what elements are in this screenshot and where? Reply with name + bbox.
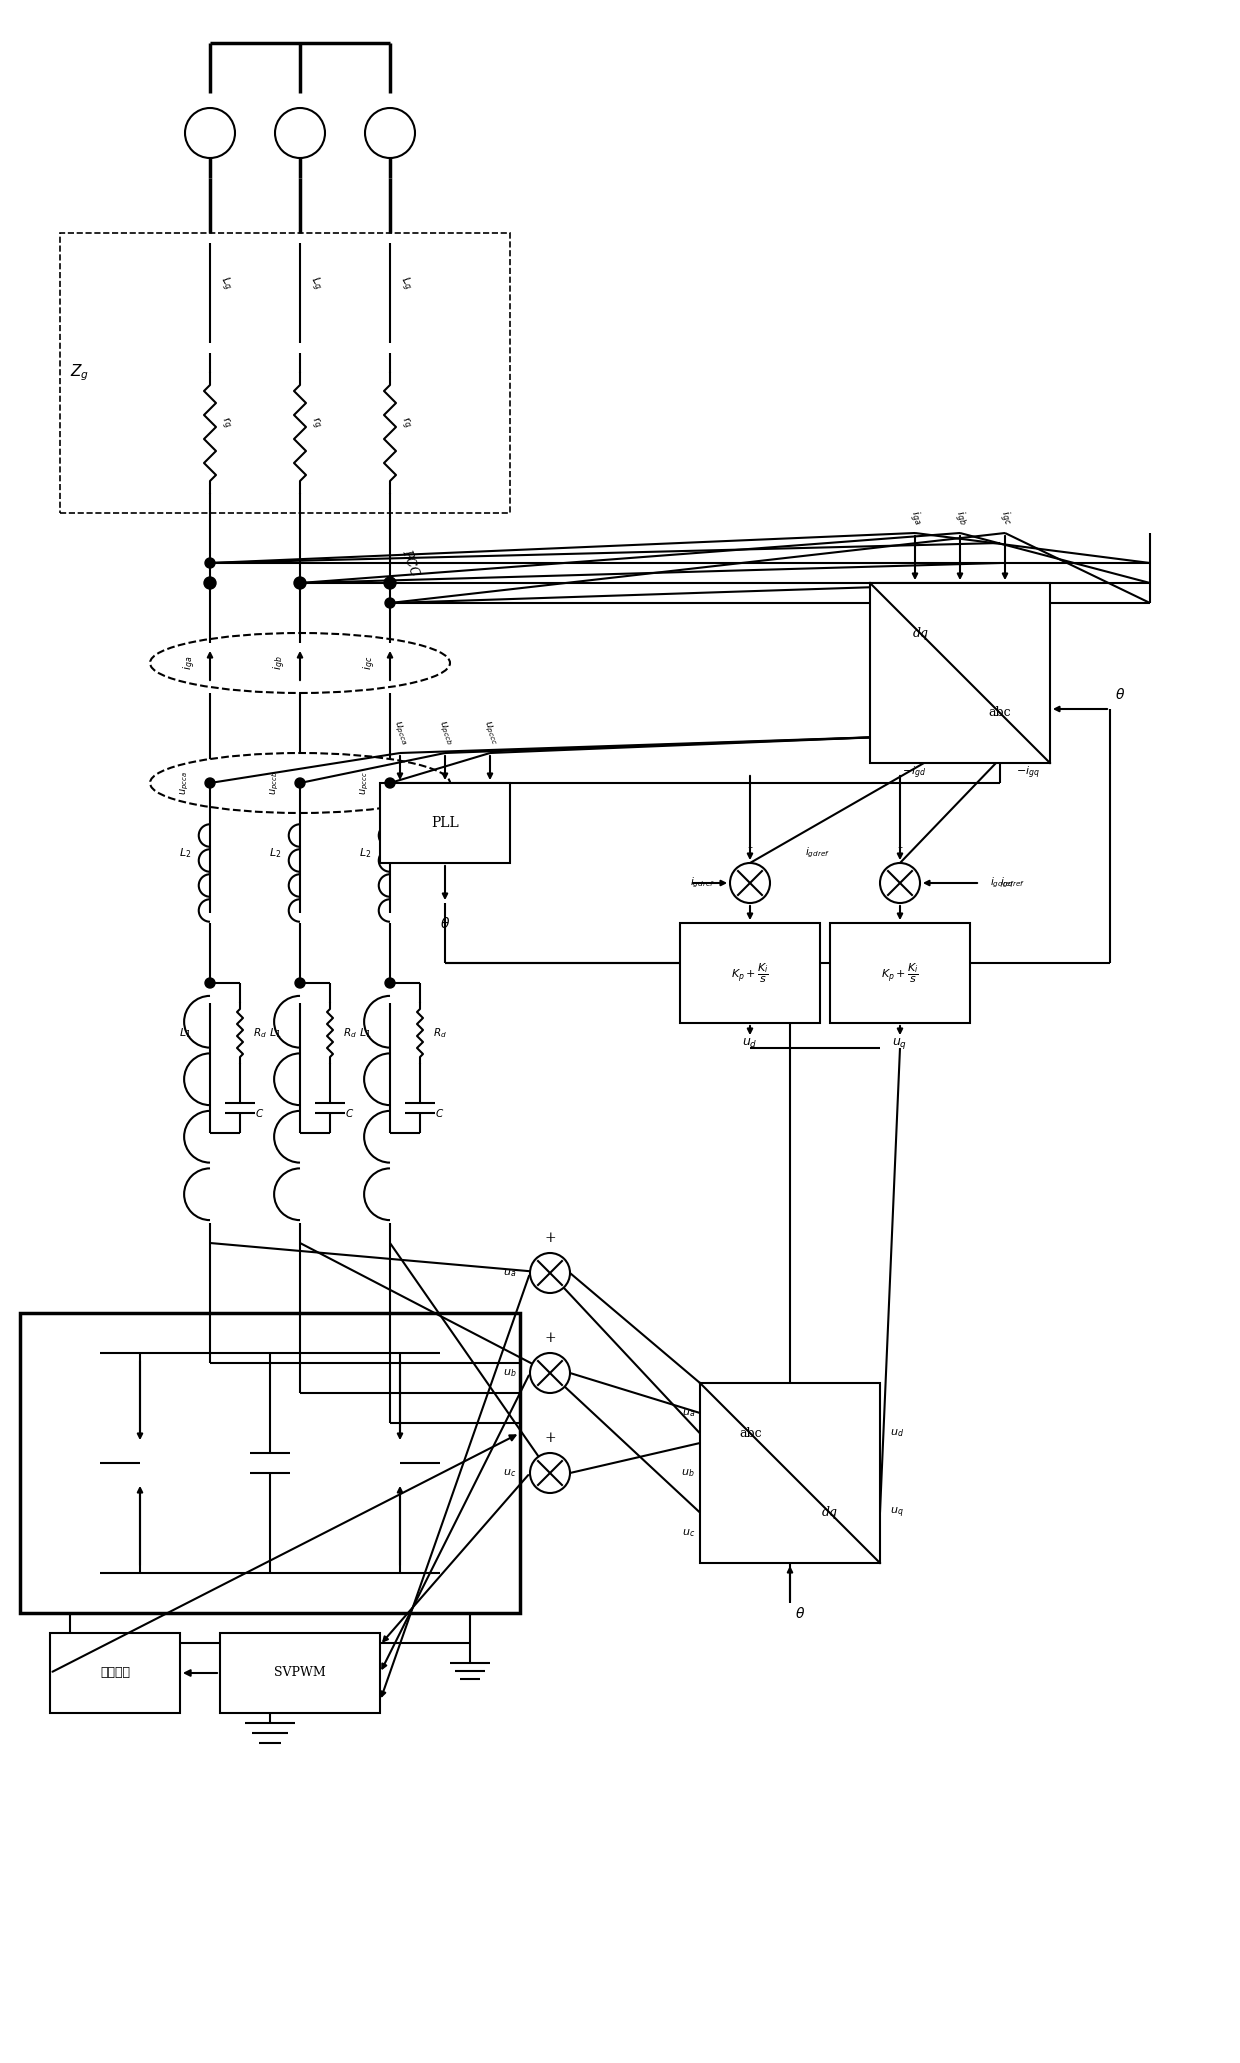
Text: $C_{dc}$: $C_{dc}$ (310, 1665, 331, 1681)
Circle shape (295, 978, 305, 988)
Text: $L_g$: $L_g$ (394, 272, 415, 293)
Text: $u_q$: $u_q$ (890, 1506, 904, 1520)
Text: -: - (898, 842, 903, 854)
Text: $Z_g$: $Z_g$ (71, 363, 89, 384)
Text: $u_c$: $u_c$ (503, 1467, 517, 1479)
Text: $K_p+\dfrac{K_i}{s}$: $K_p+\dfrac{K_i}{s}$ (732, 961, 769, 984)
Text: $i_{gqref}$: $i_{gqref}$ (990, 877, 1016, 891)
Text: $L_1$: $L_1$ (269, 1025, 281, 1040)
Text: $i_{ga}$: $i_{ga}$ (182, 656, 198, 670)
Bar (830, 922, 970, 1023)
Bar (680, 922, 820, 1023)
Circle shape (205, 578, 216, 590)
Text: $R_d$: $R_d$ (253, 1025, 267, 1040)
Text: $i_{gc}$: $i_{gc}$ (994, 507, 1016, 528)
Ellipse shape (150, 753, 450, 813)
Text: PCC: PCC (399, 549, 420, 578)
Circle shape (275, 107, 325, 159)
Text: $i_{gdref}$: $i_{gdref}$ (805, 846, 830, 860)
Text: $u_{pccc}$: $u_{pccc}$ (480, 720, 500, 747)
Text: $C$: $C$ (435, 1108, 445, 1118)
Text: $L_2$: $L_2$ (358, 846, 371, 860)
Text: $R_d$: $R_d$ (433, 1025, 446, 1040)
Text: $i_{gc}$: $i_{gc}$ (362, 656, 378, 670)
Text: $R_d$: $R_d$ (343, 1025, 357, 1040)
Text: $-i_{gq}$: $-i_{gq}$ (1016, 765, 1040, 782)
Text: $\theta$: $\theta$ (795, 1605, 805, 1622)
Circle shape (730, 862, 770, 904)
Text: $i_{gqref}$: $i_{gqref}$ (999, 877, 1025, 891)
Text: $L_g$: $L_g$ (215, 272, 236, 293)
Circle shape (205, 978, 215, 988)
Text: $C$: $C$ (346, 1108, 355, 1118)
Text: $-i_{gd}$: $-i_{gd}$ (901, 765, 926, 782)
Bar (60, 233, 510, 514)
Text: dq: dq (822, 1506, 837, 1518)
Text: dq: dq (913, 627, 929, 640)
Text: abc: abc (739, 1428, 761, 1440)
Circle shape (365, 107, 415, 159)
Text: $i_{gdref}$: $i_{gdref}$ (689, 877, 715, 891)
Text: $u_d$: $u_d$ (890, 1428, 904, 1440)
Text: +: + (544, 1432, 556, 1444)
Text: 驱动电路: 驱动电路 (100, 1667, 130, 1679)
Text: $\theta$: $\theta$ (440, 916, 450, 930)
Circle shape (384, 578, 396, 590)
Text: $u_c$: $u_c$ (682, 1527, 694, 1539)
Bar (870, 584, 1050, 763)
Ellipse shape (150, 633, 450, 693)
Circle shape (205, 778, 215, 788)
Text: $\theta$: $\theta$ (1115, 687, 1125, 701)
Text: $K_p+\dfrac{K_i}{s}$: $K_p+\dfrac{K_i}{s}$ (882, 961, 919, 984)
Text: $L_2$: $L_2$ (269, 846, 281, 860)
Text: $u_d$: $u_d$ (743, 1036, 758, 1050)
Circle shape (384, 598, 396, 609)
Circle shape (384, 978, 396, 988)
Bar (50, 1634, 180, 1712)
Text: $u_b$: $u_b$ (682, 1467, 694, 1479)
Text: $u_{pcca}$: $u_{pcca}$ (179, 772, 191, 794)
Text: $u_b$: $u_b$ (503, 1368, 517, 1378)
Text: $i_{ga}$: $i_{ga}$ (905, 507, 925, 528)
Circle shape (294, 578, 306, 590)
Text: $L_1$: $L_1$ (358, 1025, 371, 1040)
Text: $u_{pccc}$: $u_{pccc}$ (358, 772, 371, 794)
Text: $u_{pccb}$: $u_{pccb}$ (269, 772, 281, 794)
Text: SVPWM: SVPWM (274, 1667, 326, 1679)
Text: $r_g$: $r_g$ (305, 415, 325, 431)
Text: $r_g$: $r_g$ (396, 415, 414, 431)
Circle shape (205, 557, 215, 567)
Circle shape (295, 578, 305, 588)
Bar (701, 1382, 880, 1564)
Text: $u_a$: $u_a$ (682, 1407, 694, 1419)
Circle shape (529, 1252, 570, 1294)
Text: $u_{pcca}$: $u_{pcca}$ (389, 720, 410, 747)
Text: $L_1$: $L_1$ (179, 1025, 191, 1040)
Circle shape (185, 107, 236, 159)
Text: +: + (544, 1232, 556, 1244)
Circle shape (384, 778, 396, 788)
Text: PLL: PLL (432, 817, 459, 829)
Circle shape (529, 1452, 570, 1494)
Text: abc: abc (988, 706, 1011, 720)
Text: $i_{gb}$: $i_{gb}$ (950, 507, 970, 528)
Circle shape (295, 778, 305, 788)
Bar (219, 1634, 379, 1712)
Bar (379, 784, 510, 862)
Text: $r_g$: $r_g$ (216, 415, 234, 431)
Text: $C$: $C$ (255, 1108, 264, 1118)
Circle shape (529, 1353, 570, 1393)
Text: $i_{gb}$: $i_{gb}$ (272, 656, 288, 670)
Text: $u_{pccb}$: $u_{pccb}$ (435, 718, 455, 747)
Bar (20, 1312, 520, 1613)
Text: $L_2$: $L_2$ (179, 846, 191, 860)
Circle shape (880, 862, 920, 904)
Text: +: + (544, 1331, 556, 1345)
Text: $L_g$: $L_g$ (305, 272, 325, 293)
Text: -: - (748, 842, 753, 854)
Text: $u_a$: $u_a$ (503, 1267, 517, 1279)
Text: $u_q$: $u_q$ (893, 1036, 908, 1050)
